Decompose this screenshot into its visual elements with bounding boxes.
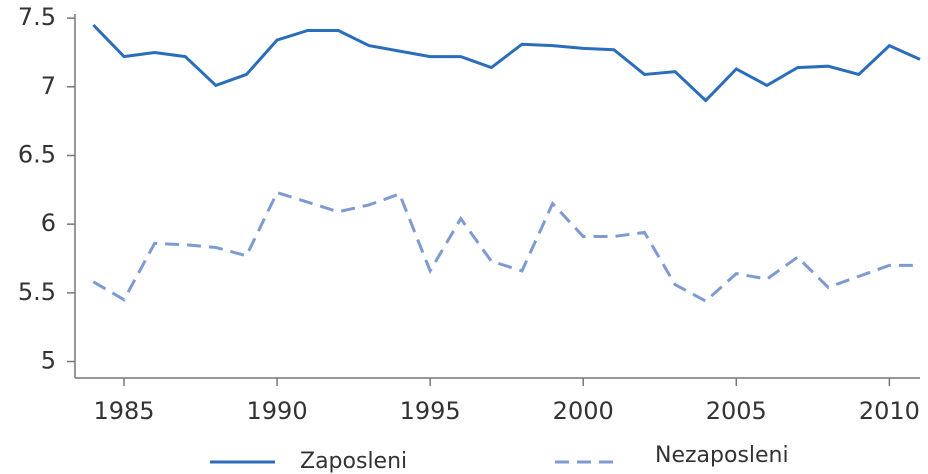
y-tick-label: 7.5 — [18, 3, 56, 31]
x-tick-label: 2005 — [706, 397, 767, 425]
x-tick-label: 1985 — [93, 397, 154, 425]
x-tick-label: 2000 — [553, 397, 614, 425]
y-tick-label: 7 — [41, 72, 56, 100]
y-tick-label: 6.5 — [18, 140, 56, 168]
x-tick-label: 1995 — [400, 397, 461, 425]
y-tick-label: 6 — [41, 209, 56, 237]
legend-label: Zaposleni — [300, 449, 407, 474]
y-tick-label: 5.5 — [18, 278, 56, 306]
x-tick-label: 1990 — [247, 397, 308, 425]
line-series — [92, 23, 921, 103]
legend-label: Nezaposleni — [655, 443, 789, 468]
x-tick-label: 2010 — [859, 397, 920, 425]
y-tick-label: 5 — [41, 347, 56, 375]
line-series — [92, 190, 920, 303]
